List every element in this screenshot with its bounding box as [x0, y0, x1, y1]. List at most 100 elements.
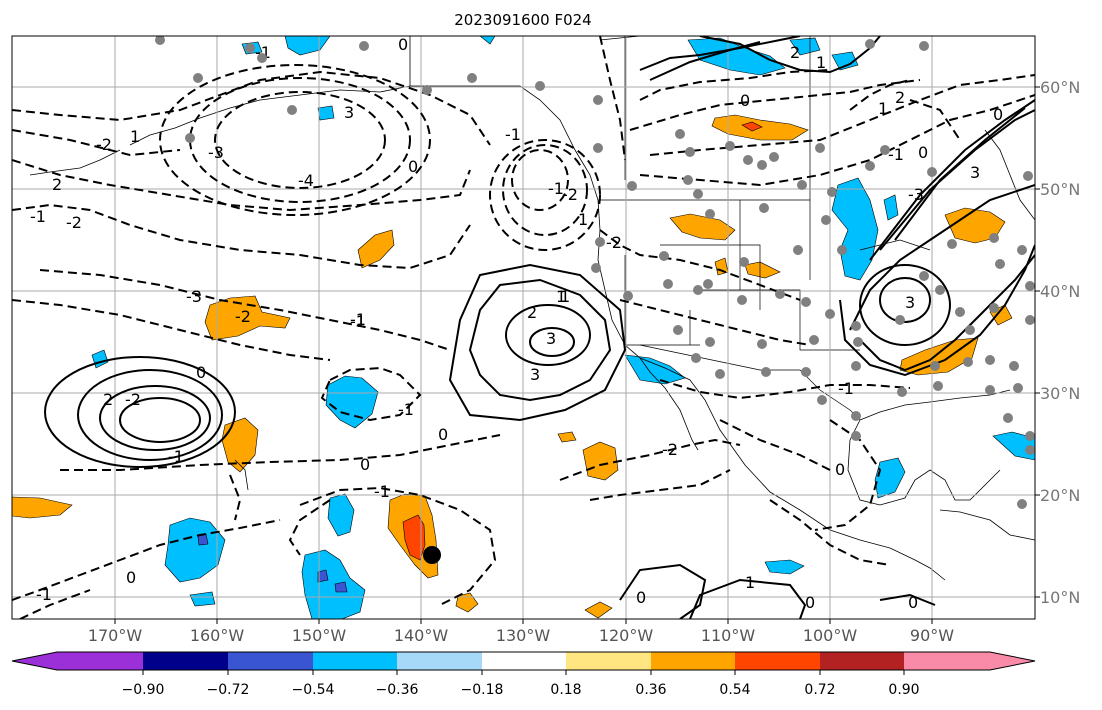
colorbar-swatch — [820, 652, 904, 670]
contour-label: -2 — [66, 213, 82, 232]
colorbar-swatch — [566, 652, 651, 670]
negative-anomaly-region — [327, 493, 355, 537]
colorbar-swatch — [57, 652, 143, 670]
colorbar-swatch — [651, 652, 735, 670]
negative-anomaly-region — [317, 105, 335, 121]
x-tick-label: 150°W — [292, 626, 347, 645]
contour-label: 3 — [530, 365, 540, 384]
x-tick-label: 100°W — [803, 626, 858, 645]
contour-label: -3 — [208, 143, 224, 162]
colorbar: −0.90 −0.72 −0.54 −0.36 −0.18 0.18 0.36 … — [11, 651, 1036, 698]
negative-anomaly-region — [831, 51, 859, 71]
contour-label: 0 — [126, 568, 136, 587]
contour-label: -2 — [606, 233, 622, 252]
colorbar-low-extend — [12, 652, 57, 670]
contour-label: -2 — [562, 185, 578, 204]
contour-label: 0 — [993, 105, 1003, 124]
contour-label: -1 — [168, 447, 184, 466]
x-tick-label: 170°W — [88, 626, 143, 645]
colorbar-tick-label: −0.36 — [376, 682, 419, 698]
contour-label: 1 — [878, 99, 888, 118]
colorbar-tick-label: −0.90 — [122, 682, 165, 698]
negative-anomaly-region — [189, 591, 216, 607]
contour-label: 0 — [438, 425, 448, 444]
solid-contours — [44, 36, 1035, 619]
contour-label: -1 — [548, 179, 564, 198]
contour-labels: 0 -1 -2 -3 -4 -1 2 1 0 -1 -2 -3 1 2 3 0 … — [30, 36, 1003, 612]
contour-label: 3 — [344, 103, 354, 122]
positive-anomaly-region — [582, 441, 619, 481]
colorbar-tick-label: 0.90 — [888, 682, 919, 698]
contour-label: -1 — [398, 400, 414, 419]
positive-anomaly-region — [204, 295, 291, 341]
x-tick-label: 160°W — [190, 626, 245, 645]
positive-anomaly-region — [944, 207, 1006, 244]
contour-label: -4 — [298, 171, 314, 190]
negative-anomaly-core — [317, 569, 329, 583]
negative-anomaly-region — [992, 431, 1035, 461]
negative-anomaly-region — [874, 457, 906, 499]
contour-label: -2 — [235, 307, 251, 326]
x-tick-label: 130°W — [496, 626, 551, 645]
positive-anomaly-region — [584, 601, 613, 619]
colorbar-swatch — [313, 652, 397, 670]
contour-label: -1 — [36, 585, 52, 604]
contour-label: -3 — [186, 287, 202, 306]
contour-label: 0 — [360, 455, 370, 474]
colorbar-tick-label: 0.18 — [550, 682, 581, 698]
negative-anomaly-region — [164, 517, 226, 583]
contour-label: -1 — [505, 125, 521, 144]
contour-label: 2 — [790, 43, 800, 62]
positive-anomaly-region — [557, 431, 577, 443]
positive-anomaly-region — [12, 496, 73, 519]
contour-label: -2 — [662, 440, 678, 459]
contour-label: 0 — [408, 157, 418, 176]
contour-label: -2 — [96, 135, 112, 154]
contour-label: 1 — [578, 210, 588, 229]
x-tick-label: 90°W — [910, 626, 954, 645]
contour-label: 0 — [918, 143, 928, 162]
contour-label: 1 — [130, 127, 140, 146]
x-tick-label: 120°W — [599, 626, 654, 645]
contour-label: 0 — [740, 91, 750, 110]
negative-anomaly-region — [325, 375, 379, 429]
y-tick-label: 20°N — [1040, 486, 1080, 505]
positive-anomaly-core — [741, 121, 763, 132]
contour-label: 1 — [745, 573, 755, 592]
x-axis: 170°W 160°W 150°W 140°W 130°W 120°W 110°… — [88, 619, 954, 645]
colorbar-high-extend — [990, 652, 1035, 670]
colorbar-tick-label: 0.36 — [635, 682, 666, 698]
y-tick-label: 10°N — [1040, 588, 1080, 607]
colorbar-tick-label: 0.72 — [804, 682, 835, 698]
contour-label: 1 — [560, 287, 570, 306]
contour-label: -1 — [30, 207, 46, 226]
positive-anomaly-region — [744, 261, 781, 279]
x-tick-label: 110°W — [701, 626, 756, 645]
colorbar-swatch — [228, 652, 313, 670]
station-markers — [155, 36, 1035, 509]
contour-label: -2 — [125, 390, 141, 409]
contour-label: -1 — [350, 312, 366, 331]
positive-anomaly-core — [402, 514, 426, 561]
contour-label: -1 — [888, 145, 904, 164]
contour-label: 3 — [905, 293, 915, 312]
contour-label: 0 — [835, 460, 845, 479]
colorbar-swatch — [735, 652, 820, 670]
y-tick-label: 30°N — [1040, 384, 1080, 403]
contour-label: 2 — [527, 303, 537, 322]
contour-label: -1 — [838, 379, 854, 398]
colorbar-tick-label: 0.54 — [719, 682, 750, 698]
figure-title: 2023091600 F024 — [454, 11, 591, 29]
contour-label: 1 — [816, 53, 826, 72]
x-tick-label: 140°W — [394, 626, 449, 645]
y-axis: 60°N 50°N 40°N 30°N 20°N 10°N — [1035, 78, 1080, 607]
contour-label: -1 — [374, 482, 390, 501]
map-content: 0 -1 -2 -3 -4 -1 2 1 0 -1 -2 -3 1 2 3 0 … — [12, 36, 1035, 619]
colorbar-swatch — [397, 652, 482, 670]
contour-label: -1 — [350, 310, 366, 329]
contour-label: 0 — [196, 363, 206, 382]
contour-label: -3 — [908, 185, 924, 204]
positive-anomaly-region — [455, 592, 479, 613]
contour-label: 0 — [805, 593, 815, 612]
